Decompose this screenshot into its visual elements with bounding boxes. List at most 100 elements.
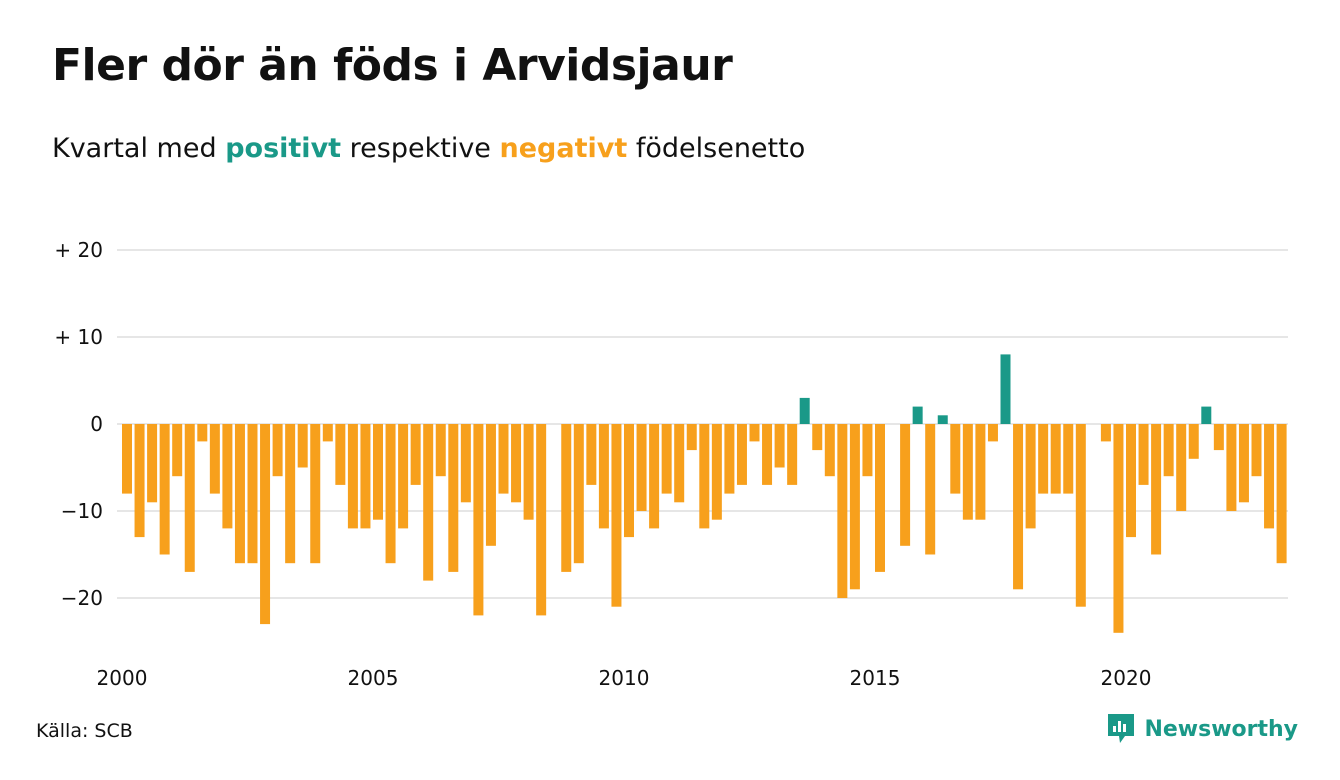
x-tick-label: 2015 (850, 666, 901, 690)
bar (950, 424, 961, 494)
bar (385, 424, 396, 564)
bar (799, 397, 810, 424)
bar (674, 424, 685, 503)
bars-layer (122, 354, 1287, 633)
bar (1213, 424, 1224, 451)
bar (234, 424, 245, 564)
bar (686, 424, 697, 451)
x-tick-label: 2010 (599, 666, 650, 690)
bar (1264, 424, 1275, 529)
x-axis-labels: 2000 2005 2010 2015 2020 (97, 666, 1152, 690)
bar (849, 424, 860, 590)
bar (347, 424, 358, 529)
bar (862, 424, 873, 477)
bar (322, 424, 333, 442)
bar (260, 424, 271, 625)
y-tick-label: 0 (90, 412, 103, 436)
bar (423, 424, 434, 581)
bar (247, 424, 258, 564)
brand-logo[interactable]: Newsworthy (1106, 712, 1298, 746)
bar (122, 424, 132, 494)
bar-chart: + 20 + 10 0 −10 −20 2000 2005 2010 2015 2020 (54, 238, 1288, 690)
bar (1013, 424, 1024, 590)
bar (1050, 424, 1061, 494)
x-tick-label: 2005 (348, 666, 399, 690)
bar (573, 424, 584, 564)
bar (398, 424, 409, 529)
bar (900, 424, 911, 546)
y-tick-label: −20 (61, 586, 103, 610)
bar (724, 424, 735, 494)
bar (435, 424, 446, 477)
bar (837, 424, 848, 598)
bar (975, 424, 986, 520)
bar (1176, 424, 1187, 511)
bar (147, 424, 158, 503)
bar (172, 424, 183, 477)
bar (460, 424, 471, 503)
bar (536, 424, 547, 616)
bar (297, 424, 308, 468)
source-label: Källa: SCB (36, 720, 133, 742)
bar (762, 424, 773, 485)
bar (1151, 424, 1162, 555)
bar (159, 424, 170, 555)
bar (1238, 424, 1249, 503)
subtitle-middle: respektive (349, 133, 491, 164)
bar (1100, 424, 1111, 442)
bar (1138, 424, 1149, 485)
subtitle-prefix: Kvartal med (52, 133, 217, 164)
bar (272, 424, 283, 477)
bar (197, 424, 208, 442)
bar (586, 424, 597, 485)
bar (1000, 354, 1011, 424)
bar (962, 424, 973, 520)
bar (937, 415, 948, 424)
bar (373, 424, 383, 520)
bar (222, 424, 233, 529)
bar (699, 424, 710, 529)
y-tick-label: + 20 (54, 238, 103, 262)
bar (209, 424, 220, 494)
bar (661, 424, 672, 494)
y-tick-label: −10 (61, 499, 103, 523)
x-tick-label: 2020 (1101, 666, 1152, 690)
bar (498, 424, 509, 494)
bar (1251, 424, 1262, 477)
x-tick-label: 2000 (97, 666, 148, 690)
bar (448, 424, 459, 572)
bar (1163, 424, 1174, 477)
brand-name: Newsworthy (1144, 716, 1298, 742)
bar (184, 424, 195, 572)
bar (1075, 424, 1086, 607)
bar (649, 424, 660, 529)
bar (485, 424, 496, 546)
bar (1126, 424, 1136, 538)
bar (711, 424, 722, 520)
chart-title: Fler dör än föds i Arvidsjaur (52, 40, 733, 91)
newsworthy-logo-icon (1108, 714, 1135, 743)
y-tick-label: + 10 (54, 325, 103, 349)
subtitle-positive: positivt (225, 133, 342, 164)
bar (787, 424, 798, 485)
bar (561, 424, 572, 572)
bar (134, 424, 145, 538)
subtitle-negative: negativt (499, 133, 628, 164)
bar (1226, 424, 1237, 511)
bar (335, 424, 346, 485)
bar (523, 424, 534, 520)
bar (1038, 424, 1049, 494)
bar (285, 424, 296, 564)
chart-subtitle: Kvartal med positivt respektive negativt… (52, 133, 805, 164)
bar (310, 424, 321, 564)
subtitle-suffix: födelsenetto (635, 133, 806, 164)
bar (875, 424, 885, 572)
bar (1063, 424, 1074, 494)
bar (987, 424, 998, 442)
bar (611, 424, 622, 607)
bar (1201, 406, 1212, 424)
y-axis-labels: + 20 + 10 0 −10 −20 (54, 238, 103, 610)
bar (598, 424, 609, 529)
bar (1276, 424, 1287, 564)
bar (736, 424, 747, 485)
